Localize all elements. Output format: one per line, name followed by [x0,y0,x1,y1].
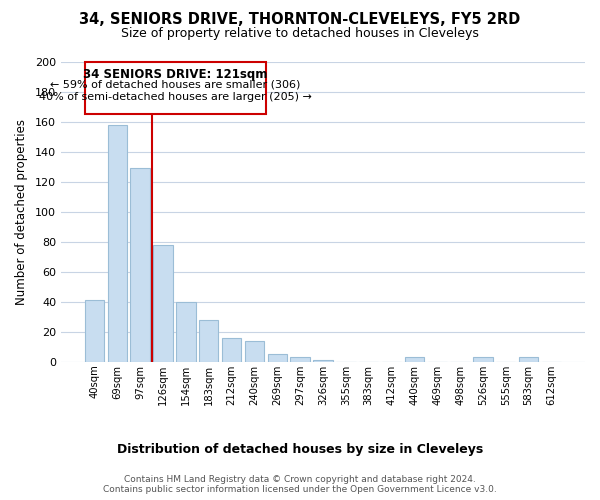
Bar [199,320,218,362]
Bar [85,300,104,362]
Text: Distribution of detached houses by size in Cleveleys: Distribution of detached houses by size … [117,442,483,456]
Text: ← 59% of detached houses are smaller (306): ← 59% of detached houses are smaller (30… [50,80,301,90]
Text: Contains public sector information licensed under the Open Government Licence v3: Contains public sector information licen… [103,485,497,494]
Bar [154,244,173,362]
Text: 40% of semi-detached houses are larger (205) →: 40% of semi-detached houses are larger (… [39,92,312,102]
Text: 34 SENIORS DRIVE: 121sqm: 34 SENIORS DRIVE: 121sqm [83,68,268,80]
Bar [404,358,424,362]
Text: 34, SENIORS DRIVE, THORNTON-CLEVELEYS, FY5 2RD: 34, SENIORS DRIVE, THORNTON-CLEVELEYS, F… [79,12,521,28]
Bar [268,354,287,362]
Bar [222,338,241,362]
Bar [313,360,332,362]
Text: Contains HM Land Registry data © Crown copyright and database right 2024.: Contains HM Land Registry data © Crown c… [124,475,476,484]
Bar [130,168,150,362]
Bar [176,302,196,362]
Bar [473,358,493,362]
Text: Size of property relative to detached houses in Cleveleys: Size of property relative to detached ho… [121,28,479,40]
Y-axis label: Number of detached properties: Number of detached properties [15,118,28,304]
Bar [519,358,538,362]
Bar [245,341,264,362]
Bar [107,124,127,362]
FancyBboxPatch shape [85,62,266,114]
Bar [290,358,310,362]
